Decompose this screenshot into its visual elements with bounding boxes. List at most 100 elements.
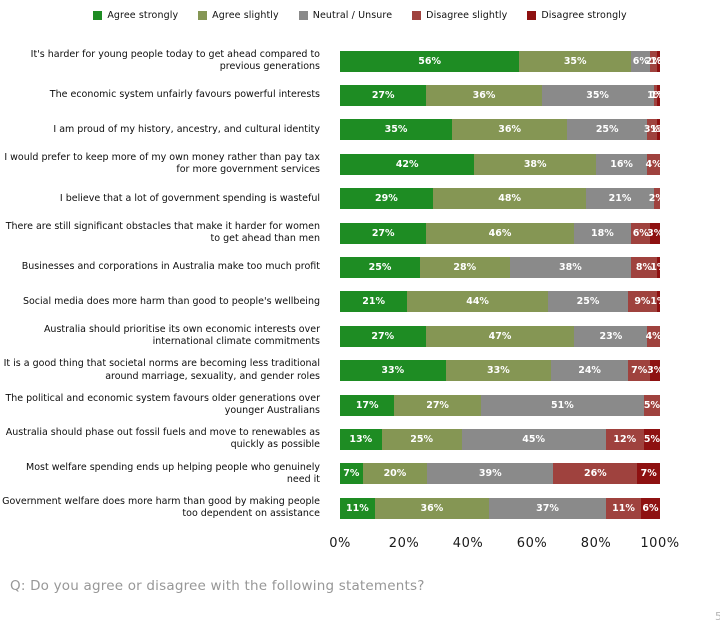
segment-value-label: 3% (643, 124, 661, 136)
segment-value-label: 38% (523, 158, 547, 170)
segment-value-label: 25% (595, 124, 619, 136)
x-axis-tick-label: 80% (580, 536, 612, 551)
segment-value-label: 47% (488, 330, 512, 342)
bar-segment: 36% (426, 85, 542, 107)
bar-segment: 11% (340, 497, 375, 519)
bar-segment: 27% (340, 325, 426, 347)
bar-segment: 7% (637, 463, 660, 485)
chart-row: The political and economic system favour… (0, 388, 720, 422)
bar-segment: 25% (547, 291, 628, 313)
row-statement-label: Most welfare spending ends up helping pe… (26, 461, 320, 485)
stacked-bar-chart: It's harder for young people today to ge… (0, 44, 720, 525)
segment-value-label: 26% (583, 468, 607, 480)
segment-value-label: 37% (536, 502, 559, 514)
segment-value-label: 27% (371, 330, 395, 342)
row-statement-label: There are still significant obstacles th… (5, 220, 320, 245)
row-statement-label: Australia should prioritise its own econ… (43, 323, 320, 348)
bar-segment: 42% (340, 153, 475, 175)
segment-value-label: 2% (648, 193, 665, 205)
row-statement-label: I believe that a lot of government spend… (59, 192, 320, 204)
x-axis: 0% 20% 40% 60% 80% 100% (0, 536, 720, 556)
bar-segment: 1% (650, 119, 666, 141)
segment-value-label: 33% (381, 365, 405, 377)
segment-value-label: 1% (650, 90, 667, 102)
bar-segment: 25% (340, 257, 420, 279)
row-statement-label: It's harder for young people today to ge… (30, 48, 320, 73)
bar-segment: 5% (643, 428, 661, 450)
segment-value-label: 27% (426, 399, 449, 411)
stacked-bar: 25% 28% 38% 8% 1% (340, 257, 666, 279)
segment-value-label: 1% (647, 90, 664, 102)
segment-value-label: 27% (371, 90, 395, 102)
segment-value-label: 24% (578, 365, 601, 377)
segment-value-label: 1% (650, 262, 667, 274)
chart-row: I believe that a lot of government spend… (0, 182, 720, 216)
segment-value-label: 6% (642, 502, 659, 514)
bar-segment: 5% (644, 394, 660, 416)
row-statement-label: Australia should phase out fossil fuels … (5, 427, 320, 451)
chart-legend: Agree strongly Agree slightly Neutral / Un… (0, 10, 720, 21)
bar-segment: 24% (551, 360, 628, 382)
segment-value-label: 46% (488, 227, 512, 239)
row-statement-label: The economic system unfairly favours pow… (49, 89, 320, 101)
segment-value-label: 5% (643, 433, 661, 445)
bar-segment: 25% (381, 428, 462, 450)
bar-segment: 8% (631, 257, 657, 279)
bar-segment: 33% (340, 360, 446, 382)
segment-value-label: 36% (472, 90, 496, 102)
x-axis-tick-label: 20% (388, 536, 420, 551)
legend-label: Disagree strongly (541, 10, 627, 21)
segment-value-label: 48% (498, 193, 521, 205)
segment-value-label: 11% (612, 502, 635, 514)
segment-value-label: 11% (346, 502, 369, 514)
bar-segment: 12% (605, 428, 644, 450)
segment-value-label: 42% (395, 158, 419, 170)
bar-segment: 36% (452, 119, 568, 141)
bar-segment: 11% (606, 497, 641, 519)
legend-label: Agree slightly (212, 10, 279, 21)
stacked-bar: 27% 36% 35% 1% 1% (340, 85, 666, 107)
segment-value-label: 39% (478, 468, 502, 480)
segment-value-label: 7% (640, 468, 657, 480)
segment-value-label: 9% (634, 296, 651, 308)
row-statement-label: The political and economic system favour… (5, 392, 320, 417)
segment-value-label: 7% (343, 468, 360, 480)
bar-segment: 35% (519, 50, 632, 72)
bar-segment: 29% (340, 188, 433, 210)
chart-row: The economic system unfairly favours pow… (0, 78, 720, 112)
bar-segment: 36% (374, 497, 489, 519)
legend-swatch-icon (198, 11, 208, 20)
stacked-bar: 27% 46% 18% 6% 3% (340, 222, 663, 244)
bar-segment: 47% (425, 325, 575, 347)
segment-value-label: 33% (487, 365, 510, 377)
segment-value-label: 44% (466, 296, 489, 308)
chart-row: Australia should phase out fossil fuels … (0, 422, 720, 456)
segment-value-label: 6% (632, 227, 649, 239)
segment-value-label: 16% (610, 158, 633, 170)
legend-item: Disagree strongly (527, 10, 627, 21)
bar-segment: 3% (647, 360, 663, 382)
stacked-bar: 13% 25% 45% 12% 5% (340, 428, 661, 450)
segment-value-label: 4% (645, 330, 662, 342)
row-statement-label: Businesses and corporations in Australia… (21, 261, 320, 273)
segment-value-label: 38% (559, 262, 582, 274)
segment-value-label: 6% (632, 55, 649, 67)
chart-row: Most welfare spending ends up helping pe… (0, 457, 720, 491)
bar-segment: 35% (340, 119, 452, 141)
segment-value-label: 7% (631, 365, 648, 377)
bar-segment: 4% (645, 153, 662, 175)
x-axis-tick-label: 0% (329, 536, 351, 551)
stacked-bar: 11% 36% 37% 11% 6% (340, 497, 660, 519)
row-statement-label: Social media does more harm than good to… (22, 295, 320, 307)
bar-segment: 35% (541, 85, 654, 107)
bar-segment: 26% (553, 463, 638, 485)
segment-value-label: 4% (645, 158, 662, 170)
segment-value-label: 28% (453, 262, 477, 274)
stacked-bar: 29% 48% 21% 2% (340, 188, 665, 210)
segment-value-label: 8% (635, 262, 653, 274)
segment-value-label: 35% (563, 55, 587, 67)
segment-value-label: 36% (498, 124, 521, 136)
segment-value-label: 13% (349, 433, 373, 445)
bar-segment: 48% (432, 188, 587, 210)
segment-value-label: 23% (599, 330, 623, 342)
